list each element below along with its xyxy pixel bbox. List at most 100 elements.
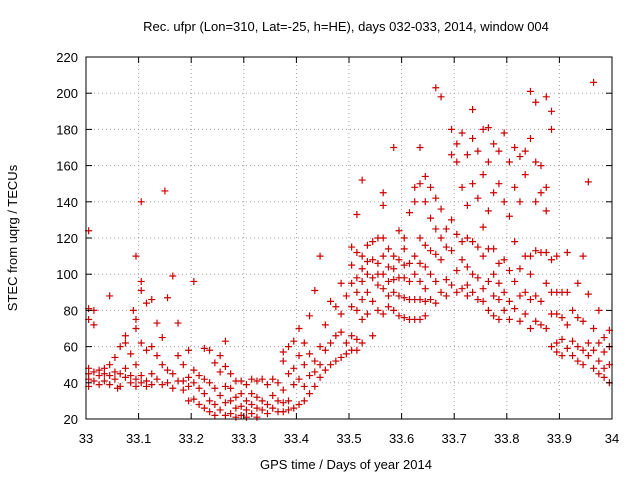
data-point [279,357,287,365]
data-point [232,393,240,401]
data-point [500,288,508,296]
data-point [190,395,198,403]
data-point [179,377,187,385]
data-point [442,243,450,251]
data-point [390,144,398,151]
data-point [511,305,519,313]
data-point [542,248,550,256]
data-point [379,201,387,209]
data-point [342,292,350,300]
data-point [221,363,229,371]
data-point [211,401,219,409]
data-point [400,245,408,253]
data-point [306,390,314,398]
data-point [579,317,587,325]
data-point [416,259,424,267]
x-tick-label: 33.6 [389,431,414,446]
data-point [416,296,424,304]
data-point [500,306,508,314]
data-point [379,285,387,293]
data-point [348,279,356,287]
data-point [142,346,150,354]
data-point [342,350,350,358]
data-point [516,265,524,273]
data-point [411,252,419,260]
x-tick-label: 33.7 [442,431,467,446]
data-point [379,310,387,318]
data-point [100,370,108,378]
data-point [374,281,382,289]
data-point [374,259,382,267]
data-point [200,344,208,352]
data-point [337,310,345,318]
data-point [374,306,382,314]
data-point [227,370,235,378]
data-point [437,288,445,296]
data-point [532,98,540,106]
data-point [505,158,513,166]
data-point [90,377,98,385]
data-point [164,294,172,302]
data-point [379,252,387,260]
data-point [463,234,471,242]
data-point [137,339,145,347]
data-point [137,277,145,285]
data-point [511,277,519,285]
data-point [258,397,266,405]
y-tick-label: 20 [64,412,78,427]
data-point [384,303,392,311]
x-tick-label: 33.4 [284,431,309,446]
data-point [290,364,298,372]
data-point [353,248,361,256]
data-point [358,296,366,304]
data-point [253,404,261,412]
data-point [285,370,293,378]
data-point [411,183,419,191]
data-point [453,158,461,166]
data-point [453,288,461,296]
data-point [490,312,498,320]
data-point [479,252,487,260]
data-point [595,370,603,378]
data-point [537,321,545,329]
data-point [195,384,203,392]
data-point [221,399,229,407]
data-point [332,357,340,365]
data-point [463,151,471,159]
data-point [121,364,129,372]
data-point [227,384,235,392]
data-point [148,370,156,378]
data-point [500,129,508,137]
data-point [348,261,356,269]
data-point [453,267,461,275]
data-point [161,187,169,195]
data-point [106,372,114,380]
x-axis-label: GPS time / Days of year 2014 [260,457,432,472]
data-point [400,294,408,302]
data-point [448,151,456,159]
data-point [348,303,356,311]
data-point [300,397,308,405]
data-point [195,372,203,380]
data-point [590,346,598,354]
data-point [363,270,371,278]
data-point [348,332,356,340]
data-point [295,401,303,409]
data-point [458,129,466,137]
data-point [574,279,582,287]
data-point [479,125,487,133]
data-point [574,343,582,351]
data-point [358,252,366,260]
data-point [448,216,456,224]
data-point [427,247,435,255]
data-point [484,158,492,166]
data-point [500,256,508,264]
data-point [295,352,303,360]
data-point [548,107,556,115]
data-point [479,223,487,231]
data-points [85,78,613,421]
data-point [132,315,140,323]
data-point [379,270,387,278]
data-point [174,319,182,327]
data-point [600,373,608,381]
